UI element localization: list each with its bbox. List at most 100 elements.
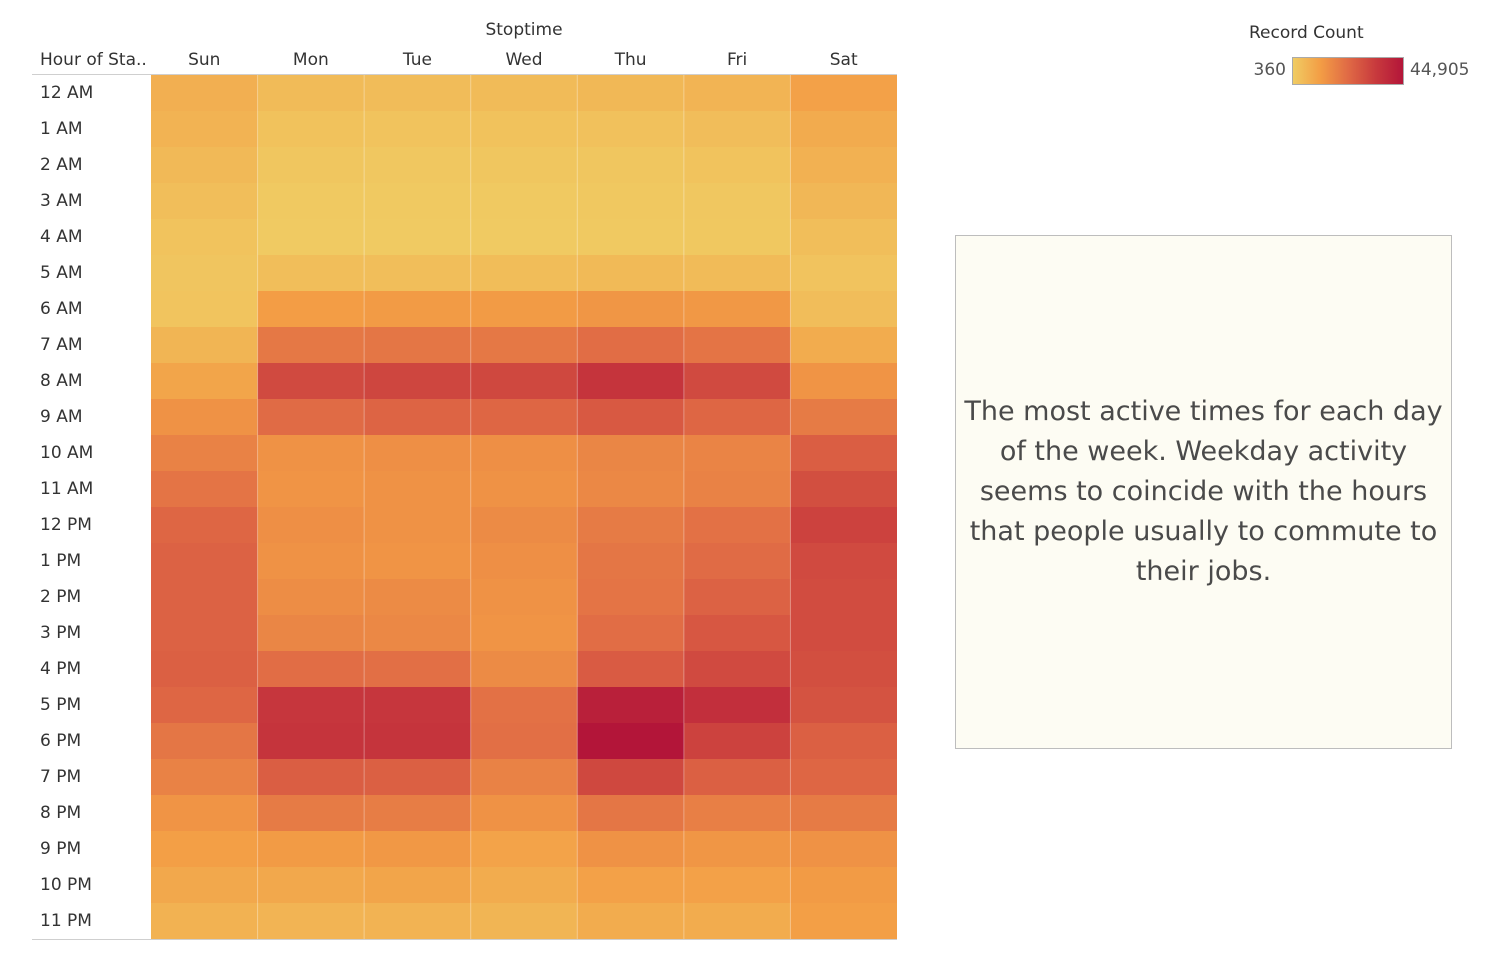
heatmap-cell-sun-11-am[interactable] [151,471,259,508]
heatmap-cell-sat-10-am[interactable] [790,435,897,472]
heatmap-cell-sat-3-am[interactable] [790,183,897,220]
heatmap-cell-mon-2-pm[interactable] [257,579,365,616]
heatmap-cell-sun-4-am[interactable] [151,219,259,256]
heatmap-cell-sat-9-am[interactable] [790,399,897,436]
heatmap-cell-fri-3-am[interactable] [683,183,791,220]
heatmap-cell-tue-7-am[interactable] [364,327,472,364]
heatmap-cell-tue-7-pm[interactable] [364,759,472,796]
heatmap-cell-wed-3-pm[interactable] [470,615,578,652]
legend-color-bar[interactable] [1292,57,1404,85]
heatmap-cell-sat-6-pm[interactable] [790,723,897,760]
heatmap-cell-sat-4-am[interactable] [790,219,897,256]
heatmap-cell-sun-6-pm[interactable] [151,723,259,760]
heatmap-cell-sun-12-pm[interactable] [151,507,259,544]
heatmap-cell-thu-6-am[interactable] [577,291,685,328]
row-axis-header[interactable]: Hour of Sta.. [40,50,147,70]
heatmap-cell-fri-2-pm[interactable] [683,579,791,616]
heatmap-cell-fri-2-am[interactable] [683,147,791,184]
heatmap-cell-wed-7-am[interactable] [470,327,578,364]
heatmap-cell-mon-10-am[interactable] [257,435,365,472]
heatmap-cell-wed-6-pm[interactable] [470,723,578,760]
heatmap-cell-sun-5-pm[interactable] [151,687,259,724]
heatmap-cell-thu-12-am[interactable] [577,75,685,112]
heatmap-cell-fri-8-pm[interactable] [683,795,791,832]
heatmap-cell-sun-3-pm[interactable] [151,615,259,652]
heatmap-cell-tue-3-pm[interactable] [364,615,472,652]
heatmap-cell-mon-7-pm[interactable] [257,759,365,796]
heatmap-cell-sat-10-pm[interactable] [790,867,897,904]
heatmap-cell-thu-12-pm[interactable] [577,507,685,544]
heatmap-cell-wed-10-pm[interactable] [470,867,578,904]
heatmap-cell-tue-5-am[interactable] [364,255,472,292]
heatmap-cell-thu-7-am[interactable] [577,327,685,364]
heatmap-cell-tue-9-pm[interactable] [364,831,472,868]
heatmap-cell-sat-9-pm[interactable] [790,831,897,868]
heatmap-cell-tue-9-am[interactable] [364,399,472,436]
heatmap-cell-tue-11-am[interactable] [364,471,472,508]
heatmap-cell-fri-12-pm[interactable] [683,507,791,544]
heatmap-cell-wed-12-am[interactable] [470,75,578,112]
heatmap-cell-fri-7-pm[interactable] [683,759,791,796]
heatmap-cell-tue-12-am[interactable] [364,75,472,112]
heatmap-cell-fri-5-pm[interactable] [683,687,791,724]
heatmap-cell-fri-4-am[interactable] [683,219,791,256]
heatmap-cell-wed-8-pm[interactable] [470,795,578,832]
heatmap-cell-fri-4-pm[interactable] [683,651,791,688]
heatmap-cell-sun-10-am[interactable] [151,435,259,472]
heatmap-cell-tue-8-pm[interactable] [364,795,472,832]
heatmap-cell-mon-6-pm[interactable] [257,723,365,760]
heatmap-cell-sun-2-am[interactable] [151,147,259,184]
heatmap-cell-sun-4-pm[interactable] [151,651,259,688]
heatmap-cell-sun-7-pm[interactable] [151,759,259,796]
heatmap-cell-tue-2-pm[interactable] [364,579,472,616]
heatmap-cell-fri-10-pm[interactable] [683,867,791,904]
heatmap-cell-tue-6-am[interactable] [364,291,472,328]
heatmap-cell-thu-1-am[interactable] [577,111,685,148]
heatmap-cell-tue-6-pm[interactable] [364,723,472,760]
heatmap-cell-sun-3-am[interactable] [151,183,259,220]
heatmap-cell-sat-12-pm[interactable] [790,507,897,544]
heatmap-cell-mon-1-am[interactable] [257,111,365,148]
heatmap-cell-mon-5-am[interactable] [257,255,365,292]
heatmap-cell-wed-2-am[interactable] [470,147,578,184]
heatmap-cell-tue-1-am[interactable] [364,111,472,148]
heatmap-cell-tue-12-pm[interactable] [364,507,472,544]
heatmap-cell-fri-3-pm[interactable] [683,615,791,652]
heatmap-cell-sun-2-pm[interactable] [151,579,259,616]
heatmap-cell-wed-5-pm[interactable] [470,687,578,724]
heatmap-cell-mon-3-am[interactable] [257,183,365,220]
heatmap-cell-wed-6-am[interactable] [470,291,578,328]
heatmap-cell-wed-4-pm[interactable] [470,651,578,688]
heatmap-cell-mon-9-pm[interactable] [257,831,365,868]
heatmap-cell-sat-8-pm[interactable] [790,795,897,832]
heatmap-cell-mon-4-am[interactable] [257,219,365,256]
heatmap-cell-thu-11-am[interactable] [577,471,685,508]
heatmap-cell-wed-11-am[interactable] [470,471,578,508]
heatmap-cell-thu-11-pm[interactable] [577,903,685,939]
heatmap-cell-wed-11-pm[interactable] [470,903,578,939]
heatmap-cell-fri-11-pm[interactable] [683,903,791,939]
heatmap-cell-fri-6-pm[interactable] [683,723,791,760]
heatmap-cell-mon-10-pm[interactable] [257,867,365,904]
heatmap-cell-sat-7-pm[interactable] [790,759,897,796]
heatmap-cell-sat-11-pm[interactable] [790,903,897,939]
heatmap-cell-mon-12-pm[interactable] [257,507,365,544]
heatmap-cell-sun-11-pm[interactable] [151,903,259,939]
heatmap-cell-wed-9-am[interactable] [470,399,578,436]
heatmap-cell-fri-7-am[interactable] [683,327,791,364]
heatmap-cell-tue-4-am[interactable] [364,219,472,256]
heatmap-cell-thu-3-pm[interactable] [577,615,685,652]
heatmap-cell-sat-1-pm[interactable] [790,543,897,580]
heatmap-cell-fri-5-am[interactable] [683,255,791,292]
heatmap-cell-sun-7-am[interactable] [151,327,259,364]
heatmap-cell-mon-11-pm[interactable] [257,903,365,939]
heatmap-cell-sun-1-pm[interactable] [151,543,259,580]
heatmap-cell-tue-3-am[interactable] [364,183,472,220]
heatmap-cell-wed-2-pm[interactable] [470,579,578,616]
heatmap-cell-mon-5-pm[interactable] [257,687,365,724]
heatmap-cell-sun-9-pm[interactable] [151,831,259,868]
heatmap-cell-thu-10-am[interactable] [577,435,685,472]
heatmap-cell-mon-1-pm[interactable] [257,543,365,580]
heatmap-cell-tue-2-am[interactable] [364,147,472,184]
heatmap-cell-thu-3-am[interactable] [577,183,685,220]
